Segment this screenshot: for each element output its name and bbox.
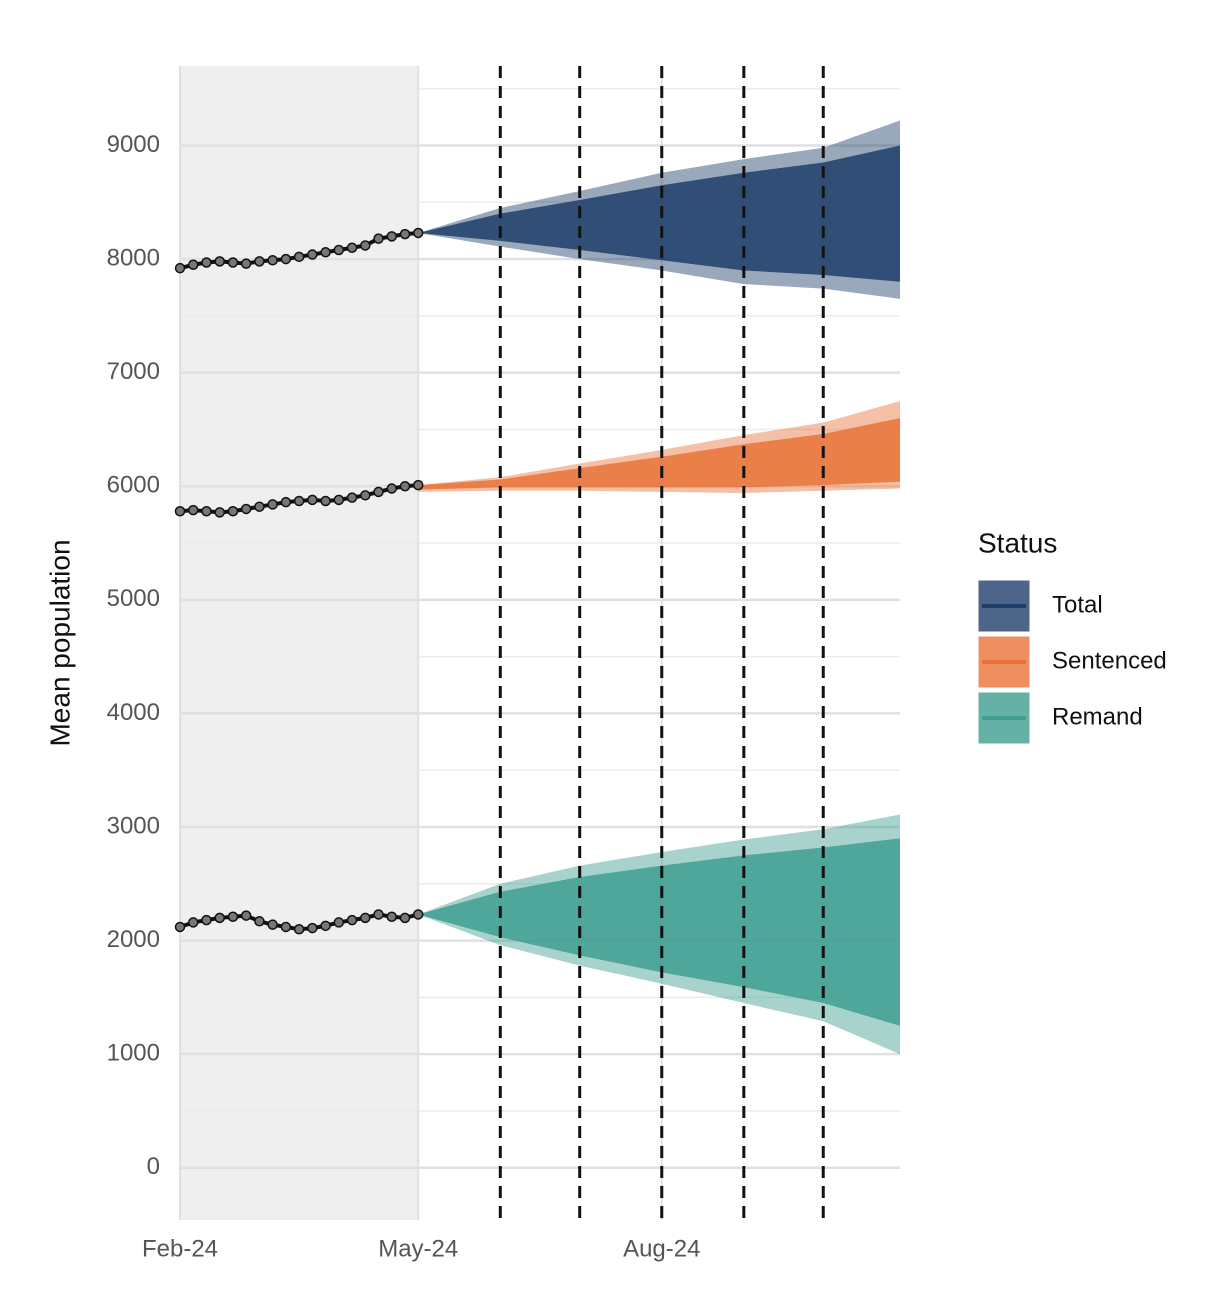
- observed-point: [280, 921, 292, 933]
- legend-label: Sentenced: [1052, 647, 1167, 674]
- observed-point: [201, 505, 212, 517]
- y-tick-label: 4000: [107, 699, 160, 726]
- observed-point: [227, 505, 239, 517]
- observed-point: [201, 257, 212, 268]
- forecast-band: [418, 418, 900, 490]
- observed-point: [386, 483, 398, 494]
- observed-point: [386, 911, 398, 922]
- observed-point: [187, 259, 199, 271]
- y-tick-label: 7000: [107, 358, 160, 385]
- observed-point: [333, 917, 345, 928]
- observed-point: [333, 244, 345, 256]
- observed-point: [346, 242, 358, 253]
- observed-point: [214, 256, 225, 267]
- y-tick-label: 5000: [107, 585, 160, 612]
- observed-point: [214, 507, 225, 518]
- observed-point: [412, 479, 424, 491]
- observed-point: [293, 251, 305, 263]
- observed-point: [307, 494, 318, 506]
- x-tick-label: Aug-24: [623, 1235, 700, 1262]
- y-tick-label: 0: [147, 1153, 160, 1180]
- observed-point: [267, 254, 278, 266]
- plot-area: [174, 66, 900, 1220]
- observed-point: [214, 912, 225, 924]
- y-tick-label: 9000: [107, 131, 160, 158]
- observed-point: [412, 909, 424, 920]
- observed-point: [320, 920, 331, 932]
- observed-point: [360, 240, 371, 251]
- observed-point: [320, 247, 331, 258]
- observed-point: [307, 922, 318, 934]
- observed-point: [333, 494, 345, 506]
- observed-point: [412, 227, 424, 239]
- observed-point: [227, 911, 239, 922]
- observed-point: [267, 499, 278, 510]
- forecast-band: [418, 145, 900, 282]
- forecast-band: [418, 838, 900, 1026]
- observed-point: [240, 910, 252, 921]
- y-tick-label: 3000: [107, 812, 160, 839]
- observed-point: [399, 228, 411, 240]
- observed-point: [399, 481, 411, 492]
- y-tick-label: 2000: [107, 926, 160, 953]
- observed-point: [386, 231, 398, 242]
- observed-point: [293, 923, 305, 935]
- observed-point: [360, 490, 371, 501]
- observed-point: [399, 912, 411, 924]
- y-tick-label: 1000: [107, 1040, 160, 1067]
- observed-point: [346, 492, 358, 503]
- observed-point: [240, 503, 252, 515]
- observed-point: [254, 916, 265, 927]
- observed-point: [227, 257, 239, 268]
- x-tick-label: May-24: [378, 1235, 458, 1262]
- y-tick-label: 6000: [107, 472, 160, 499]
- legend-label: Total: [1052, 591, 1103, 618]
- observed-point: [280, 496, 292, 508]
- observed-point: [307, 249, 318, 260]
- observed-point: [293, 495, 305, 507]
- y-tick-label: 8000: [107, 244, 160, 271]
- y-axis-label: Mean population: [44, 539, 75, 746]
- legend-label: Remand: [1052, 703, 1143, 730]
- observed-point: [174, 921, 186, 933]
- observed-point: [280, 253, 292, 265]
- observed-point: [254, 256, 265, 267]
- x-tick-label: Feb-24: [142, 1235, 218, 1262]
- observed-point: [254, 501, 265, 512]
- observed-point: [373, 486, 384, 498]
- observed-point: [360, 912, 371, 924]
- observed-point: [187, 917, 199, 928]
- observed-point: [373, 233, 384, 244]
- observed-point: [187, 504, 199, 516]
- observed-point: [240, 258, 252, 269]
- observed-point: [174, 262, 186, 274]
- observed-point: [373, 909, 384, 920]
- observed-point: [201, 914, 212, 926]
- observed-point: [267, 919, 278, 930]
- observed-point: [320, 495, 331, 507]
- observed-point: [174, 505, 186, 517]
- legend-title: Status: [978, 527, 1057, 558]
- observed-point: [346, 914, 358, 926]
